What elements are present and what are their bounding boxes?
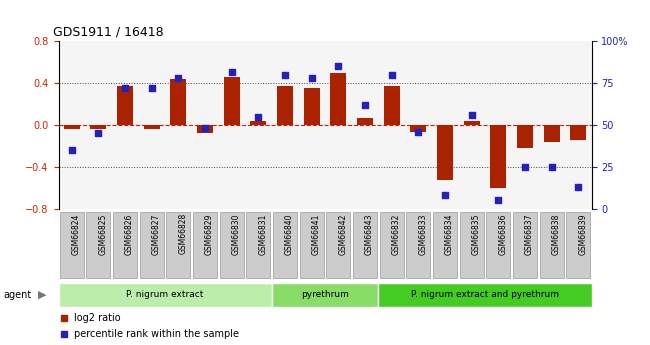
Text: GSM66840: GSM66840 — [285, 213, 294, 255]
FancyBboxPatch shape — [113, 212, 137, 278]
Bar — [437, 125, 453, 180]
FancyBboxPatch shape — [140, 212, 164, 278]
Point — [493, 198, 504, 203]
Text: GSM66827: GSM66827 — [152, 213, 161, 255]
Point — [467, 112, 477, 118]
Text: GSM66830: GSM66830 — [232, 213, 240, 255]
Text: GSM66829: GSM66829 — [205, 213, 214, 255]
Point — [120, 86, 130, 91]
Bar — [463, 121, 480, 125]
Point — [307, 76, 317, 81]
Text: P. nigrum extract: P. nigrum extract — [126, 290, 204, 299]
FancyBboxPatch shape — [193, 212, 217, 278]
FancyBboxPatch shape — [353, 212, 377, 278]
Bar — [384, 86, 400, 125]
Bar — [224, 77, 240, 125]
Text: GSM66826: GSM66826 — [125, 213, 134, 255]
Bar — [490, 125, 506, 188]
Bar — [170, 79, 187, 125]
Point — [147, 86, 157, 91]
Point — [333, 64, 343, 69]
Point — [360, 102, 370, 108]
FancyBboxPatch shape — [540, 212, 564, 278]
Bar — [357, 118, 373, 125]
Text: GSM66833: GSM66833 — [419, 213, 427, 255]
Bar — [90, 125, 107, 129]
Bar — [517, 125, 533, 148]
Point — [386, 72, 396, 78]
Text: GSM66843: GSM66843 — [365, 213, 374, 255]
Bar — [543, 125, 560, 142]
Text: percentile rank within the sample: percentile rank within the sample — [75, 329, 239, 339]
Text: GSM66825: GSM66825 — [99, 213, 107, 255]
Bar — [304, 88, 320, 125]
Bar — [197, 125, 213, 134]
Text: GSM66841: GSM66841 — [312, 213, 320, 255]
Bar — [330, 73, 346, 125]
Bar — [570, 125, 586, 140]
FancyBboxPatch shape — [86, 212, 110, 278]
FancyBboxPatch shape — [272, 283, 378, 307]
FancyBboxPatch shape — [406, 212, 430, 278]
Text: GSM66837: GSM66837 — [525, 213, 534, 255]
Point — [520, 164, 530, 170]
Point — [67, 147, 77, 153]
FancyBboxPatch shape — [513, 212, 537, 278]
Point — [439, 193, 450, 198]
Point — [227, 69, 237, 74]
Text: GSM66834: GSM66834 — [445, 213, 454, 255]
Text: GSM66835: GSM66835 — [472, 213, 480, 255]
Text: GSM66836: GSM66836 — [499, 213, 507, 255]
FancyBboxPatch shape — [326, 212, 350, 278]
FancyBboxPatch shape — [378, 283, 592, 307]
FancyBboxPatch shape — [166, 212, 190, 278]
Text: GSM66838: GSM66838 — [552, 213, 560, 255]
Bar — [117, 86, 133, 125]
Text: GSM66842: GSM66842 — [338, 213, 347, 255]
FancyBboxPatch shape — [58, 283, 272, 307]
Point — [254, 114, 264, 119]
Text: GSM66828: GSM66828 — [178, 213, 187, 255]
Text: P. nigrum extract and pyrethrum: P. nigrum extract and pyrethrum — [411, 290, 559, 299]
Point — [94, 131, 104, 136]
Text: agent: agent — [3, 290, 31, 300]
FancyBboxPatch shape — [380, 212, 404, 278]
Text: ▶: ▶ — [38, 290, 47, 300]
Bar — [250, 121, 266, 125]
FancyBboxPatch shape — [220, 212, 244, 278]
Text: GSM66839: GSM66839 — [578, 213, 587, 255]
FancyBboxPatch shape — [60, 212, 84, 278]
FancyBboxPatch shape — [566, 212, 590, 278]
Text: GSM66824: GSM66824 — [72, 213, 81, 255]
Text: GDS1911 / 16418: GDS1911 / 16418 — [53, 26, 164, 39]
Text: GSM66831: GSM66831 — [259, 213, 267, 255]
FancyBboxPatch shape — [300, 212, 324, 278]
Text: log2 ratio: log2 ratio — [75, 313, 121, 323]
Text: pyrethrum: pyrethrum — [301, 290, 349, 299]
FancyBboxPatch shape — [433, 212, 457, 278]
Point — [413, 129, 424, 135]
Bar — [277, 86, 293, 125]
Text: GSM66832: GSM66832 — [391, 213, 400, 255]
Point — [573, 184, 584, 190]
Bar — [144, 125, 160, 129]
FancyBboxPatch shape — [246, 212, 270, 278]
Bar — [410, 125, 426, 132]
Point — [547, 164, 557, 170]
Bar — [64, 125, 80, 129]
FancyBboxPatch shape — [460, 212, 484, 278]
Point — [200, 126, 211, 131]
Point — [280, 72, 291, 78]
FancyBboxPatch shape — [273, 212, 297, 278]
FancyBboxPatch shape — [486, 212, 510, 278]
Point — [173, 76, 184, 81]
